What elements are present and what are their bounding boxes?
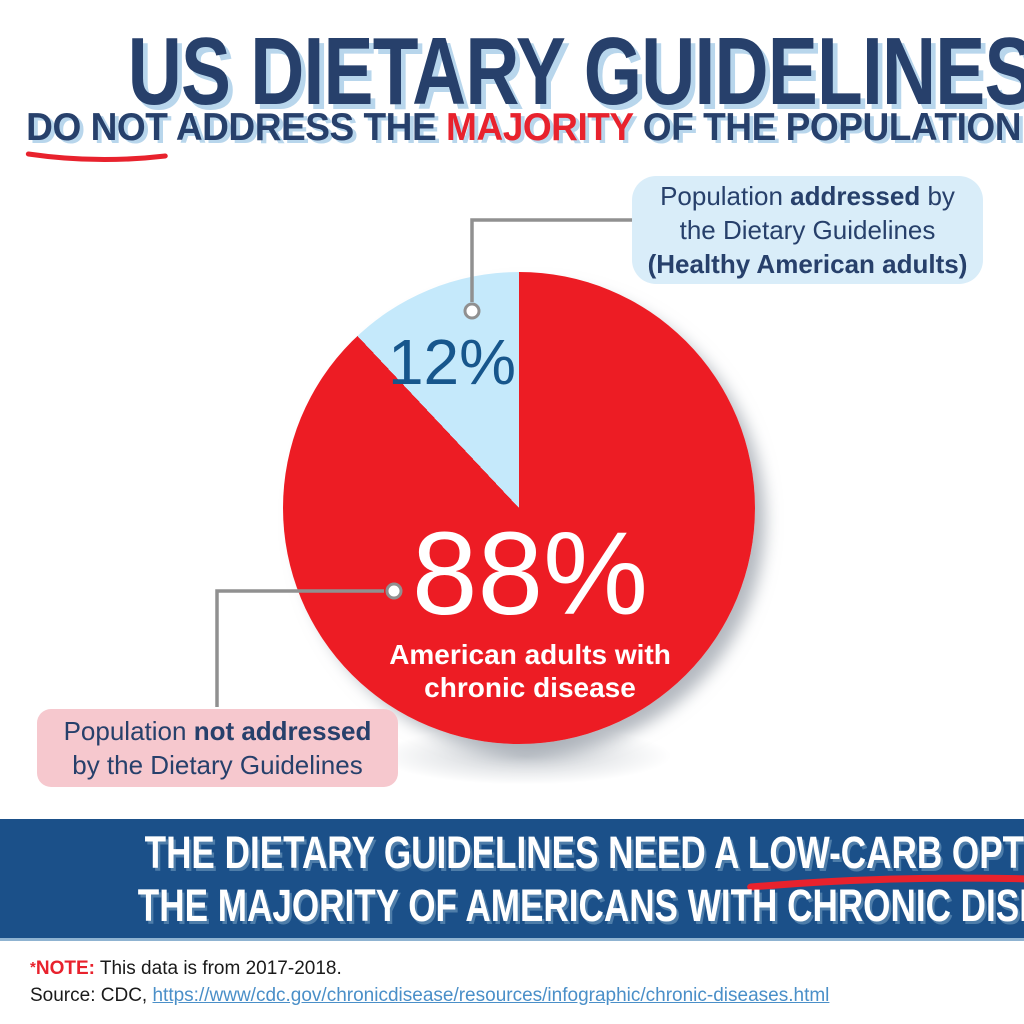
red-underline-swoosh-icon	[747, 874, 1024, 890]
pie-slice-88-sublabel: American adults with chronic disease	[389, 638, 671, 704]
source-link[interactable]: https://www/cdc.gov/chronicdisease/resou…	[152, 985, 830, 1006]
subtitle-middle: ADDRESS THE	[167, 106, 447, 149]
banner-line1-pre: THE DIETARY GUIDELINES NEED A	[144, 826, 748, 878]
header: US DIETARY GUIDELINES	[0, 24, 1024, 120]
callout-population-not-addressed: Population not addressed by the Dietary …	[37, 709, 398, 787]
note-asterisk: *	[30, 959, 36, 976]
banner-line1: THE DIETARY GUIDELINES NEED A LOW-CARB O…	[0, 826, 1024, 890]
pie-sublabel-line2: chronic disease	[424, 672, 636, 703]
subtitle-highlight: MAJORITY	[446, 106, 633, 149]
callout-not-addressed-line2: by the Dietary Guidelines	[72, 750, 363, 780]
callout-addressed-line2: the Dietary Guidelines	[679, 215, 936, 245]
footer-source: Source: CDC, https://www/cdc.gov/chronic…	[30, 985, 829, 1007]
subtitle-underlined-phrase: DO NOT	[25, 106, 168, 163]
page-subtitle: DO NOT ADDRESS THE MAJORITY OF THE POPUL…	[25, 106, 1022, 163]
note-text: This data is from 2017-2018.	[94, 958, 342, 979]
subtitle-row: DO NOT ADDRESS THE MAJORITY OF THE POPUL…	[0, 106, 1024, 163]
callout-population-addressed: Population addressed by the Dietary Guid…	[632, 176, 983, 284]
subtitle-do-not: DO NOT	[26, 106, 168, 149]
source-prefix: Source: CDC,	[30, 985, 153, 1006]
banner-underlined-phrase: LOW-CARB OPTION	[747, 826, 1024, 890]
banner-line2: THE MAJORITY OF AMERICANS WITH CHRONIC D…	[137, 879, 1024, 931]
note-label: NOTE:	[35, 958, 95, 979]
callout-addressed-line3: (Healthy American adults)	[647, 249, 968, 279]
page-title: US DIETARY GUIDELINES	[127, 18, 1024, 125]
footer-note: *NOTE: This data is from 2017-2018.	[30, 958, 342, 980]
callout-addressed-line1: Population addressed by	[660, 181, 955, 211]
pie-slice-12-label: 12%	[387, 326, 517, 398]
red-underline-swoosh-icon	[25, 151, 168, 163]
pie-slice-88-label: 88%	[411, 508, 649, 640]
pie-sublabel-line1: American adults with	[389, 639, 671, 670]
subtitle-end: OF THE POPULATION	[632, 106, 1022, 149]
callout-not-addressed-line1: Population not addressed	[63, 716, 372, 746]
banner-low-carb-option: LOW-CARB OPTION	[747, 826, 1024, 878]
conclusion-banner: THE DIETARY GUIDELINES NEED A LOW-CARB O…	[0, 819, 1024, 941]
